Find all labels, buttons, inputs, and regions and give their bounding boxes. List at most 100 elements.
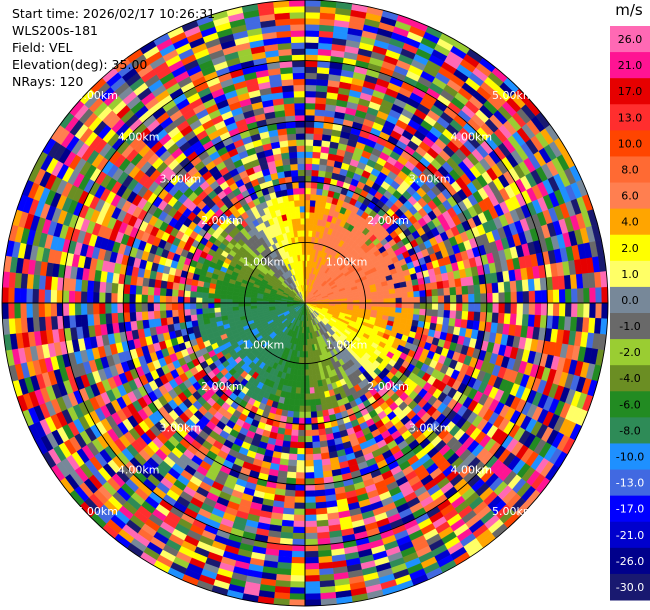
- velocity-gate: [383, 293, 390, 300]
- velocity-gate: [313, 471, 324, 479]
- velocity-gate: [318, 555, 333, 564]
- velocity-gate: [314, 392, 321, 400]
- velocity-gate: [238, 299, 245, 304]
- velocity-gate: [304, 236, 309, 243]
- velocity-gate: [226, 310, 234, 316]
- velocity-gate: [290, 569, 306, 576]
- velocity-gate: [44, 289, 52, 304]
- velocity-gate: [25, 302, 33, 318]
- velocity-gate: [297, 429, 306, 437]
- velocity-gate: [540, 302, 548, 316]
- velocity-gate: [314, 489, 326, 497]
- velocity-gate: [313, 133, 323, 141]
- velocity-gate: [456, 294, 463, 304]
- velocity-gate: [307, 363, 313, 370]
- velocity-gate: [313, 465, 323, 473]
- velocity-gate: [365, 302, 372, 307]
- velocity-gate: [153, 302, 161, 312]
- velocity-gate: [293, 514, 306, 522]
- velocity-gate: [304, 0, 322, 7]
- velocity-gate: [412, 314, 420, 322]
- velocity-gate: [522, 302, 530, 315]
- velocity-gate: [407, 291, 415, 298]
- velocity-gate: [371, 298, 378, 304]
- velocity-gate: [19, 287, 27, 304]
- velocity-gate: [56, 289, 64, 304]
- velocity-gate: [207, 297, 215, 304]
- velocity-gate: [309, 211, 315, 219]
- velocity-gate: [74, 314, 83, 328]
- velocity-gate: [437, 295, 445, 304]
- velocity-gate: [284, 489, 296, 497]
- velocity-gate: [491, 282, 499, 294]
- velocity-gate: [296, 460, 306, 467]
- velocity-gate: [601, 286, 609, 304]
- velocity-gate: [376, 290, 384, 296]
- velocity-gate: [281, 513, 295, 522]
- velocity-gate: [129, 311, 137, 322]
- velocity-gate: [289, 587, 306, 595]
- velocity-gate: [304, 205, 311, 213]
- velocity-gate: [304, 466, 315, 473]
- velocity-gate: [135, 293, 142, 304]
- velocity-gate: [528, 302, 536, 316]
- velocity-gate: [68, 290, 76, 304]
- velocity-gate: [298, 411, 306, 419]
- velocity-gate: [86, 313, 95, 327]
- velocity-gate: [431, 295, 439, 304]
- velocity-gate: [503, 313, 512, 325]
- velocity-gate: [292, 411, 300, 419]
- velocity-gate: [309, 393, 316, 401]
- velocity-gate: [308, 375, 314, 382]
- velocity-gate: [280, 525, 294, 534]
- velocity-gate: [533, 278, 542, 292]
- velocity-gate: [358, 296, 366, 301]
- velocity-gate: [304, 532, 318, 540]
- velocity-gate: [383, 298, 391, 304]
- velocity-gate: [309, 205, 316, 213]
- velocity-gate: [202, 312, 210, 320]
- velocity-gate: [486, 302, 494, 314]
- velocity-gate: [577, 302, 585, 318]
- velocity-gate: [110, 302, 118, 314]
- velocity-gate: [314, 398, 322, 406]
- velocity-gate: [497, 312, 505, 325]
- velocity-gate: [407, 308, 415, 315]
- velocity-gate: [304, 42, 319, 50]
- velocity-gate: [318, 428, 327, 436]
- velocity-gate: [509, 313, 518, 326]
- velocity-gate: [304, 435, 313, 443]
- velocity-gate: [183, 296, 191, 304]
- velocity-gate: [304, 48, 319, 56]
- velocity-gate: [291, 550, 306, 558]
- velocity-gate: [290, 429, 299, 437]
- velocity-gate: [299, 405, 306, 413]
- velocity-gate: [304, 411, 312, 419]
- velocity-gate: [304, 181, 312, 189]
- velocity-gate: [552, 302, 560, 317]
- velocity-gate: [304, 550, 319, 558]
- velocity-gate: [310, 417, 318, 425]
- velocity-gate: [583, 287, 591, 304]
- velocity-gate: [304, 562, 320, 570]
- velocity-gate: [304, 447, 314, 455]
- velocity-gate: [238, 302, 245, 307]
- velocity-gate: [312, 151, 322, 159]
- velocity-gate: [304, 526, 318, 534]
- velocity-gate: [195, 291, 203, 298]
- velocity-gate: [159, 310, 167, 319]
- velocity-gate: [159, 302, 167, 311]
- velocity-gate: [225, 302, 233, 308]
- velocity-gate: [294, 490, 306, 498]
- velocity-gate: [521, 279, 530, 292]
- velocity-gate: [129, 302, 136, 313]
- velocity-gate: [159, 287, 167, 296]
- velocity-gate: [443, 295, 451, 304]
- velocity-gate: [315, 404, 323, 412]
- velocity-gate: [589, 302, 597, 319]
- velocity-gate: [310, 405, 317, 413]
- velocity-gate: [431, 288, 439, 297]
- velocity-gate: [62, 302, 70, 316]
- velocity-gate: [281, 519, 294, 528]
